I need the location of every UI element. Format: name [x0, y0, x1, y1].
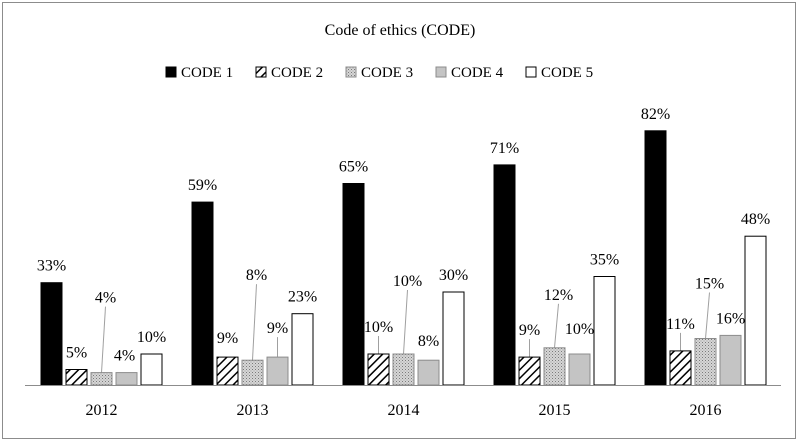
data-label-code-5-2016: 48% — [741, 211, 770, 228]
bar-code-5-2014 — [442, 291, 465, 386]
bar-code-2-2014 — [367, 353, 390, 386]
data-label-code-2-2012: 5% — [66, 345, 87, 362]
bar-code-1-2014 — [342, 183, 365, 386]
data-label-code-1-2013: 59% — [188, 177, 217, 194]
bars — [40, 130, 767, 386]
bar-code-3-2015 — [543, 347, 566, 386]
data-label-code-1-2016: 82% — [641, 106, 670, 123]
data-label-code-2-2016: 11% — [666, 316, 695, 333]
data-label-code-5-2015: 35% — [590, 252, 619, 269]
legend-label-code-5: CODE 5 — [541, 65, 593, 81]
legend-swatch-code-5 — [525, 66, 537, 78]
bar-code-1-2015 — [493, 164, 516, 386]
chart-title: Code of ethics (CODE) — [325, 22, 476, 39]
leader-line-code-3-2014 — [403, 289, 408, 355]
legend-label-code-2: CODE 2 — [271, 65, 323, 81]
bar-chart: Code of ethics (CODE) CODE 1 CODE 2 CODE 3… — [25, 22, 781, 419]
data-label-code-4-2013: 9% — [267, 320, 288, 337]
leader-line-code-3-2016 — [705, 292, 710, 339]
chart-frame: Code of ethics (CODE) CODE 1 CODE 2 CODE 3… — [2, 2, 796, 439]
bar-code-2-2015 — [518, 356, 541, 386]
leader-lines — [101, 284, 710, 373]
bar-code-5-2015 — [593, 276, 616, 386]
legend-label-code-4: CODE 4 — [451, 65, 504, 81]
x-axis-tick-labels: 2012 2013 2014 2015 2016 — [86, 402, 722, 419]
data-label-code-5-2012: 10% — [137, 329, 166, 346]
bar-code-1-2012 — [40, 282, 63, 386]
data-label-code-4-2016: 16% — [716, 310, 745, 327]
leader-line-code-3-2013 — [252, 284, 257, 361]
data-label-code-4-2014: 8% — [418, 333, 439, 350]
legend-swatch-code-4 — [435, 66, 447, 78]
legend-label-code-3: CODE 3 — [361, 65, 413, 81]
bar-code-3-2012 — [90, 372, 113, 386]
bar-code-2-2016 — [669, 350, 692, 386]
x-tick-2014: 2014 — [388, 402, 420, 419]
data-label-code-3-2014: 10% — [393, 273, 422, 290]
legend-swatch-code-3 — [345, 66, 357, 78]
data-label-code-2-2013: 9% — [217, 330, 238, 347]
data-label-code-3-2015: 12% — [544, 287, 573, 304]
data-labels: 33%5%4%4%10%59%9%8%9%23%65%10%10%8%30%71… — [37, 106, 770, 365]
x-tick-2015: 2015 — [539, 402, 571, 419]
bar-code-5-2016 — [744, 235, 767, 386]
bar-code-2-2012 — [65, 369, 88, 386]
bar-code-3-2016 — [694, 338, 717, 386]
x-tick-2013: 2013 — [237, 402, 269, 419]
data-label-code-5-2014: 30% — [439, 267, 468, 284]
bar-code-2-2013 — [216, 356, 239, 386]
data-label-code-3-2016: 15% — [695, 276, 724, 293]
data-label-code-3-2013: 8% — [246, 267, 267, 284]
bar-code-4-2015 — [568, 353, 591, 386]
data-label-code-2-2015: 9% — [519, 322, 540, 339]
x-tick-2016: 2016 — [690, 402, 722, 419]
data-label-code-5-2013: 23% — [288, 289, 317, 306]
legend-swatch-code-2 — [255, 66, 267, 78]
bar-code-5-2013 — [291, 313, 314, 386]
legend-label-code-1: CODE 1 — [181, 65, 233, 81]
data-label-code-1-2014: 65% — [339, 159, 368, 176]
x-tick-2012: 2012 — [86, 402, 118, 419]
bar-code-3-2013 — [241, 359, 264, 386]
data-label-code-3-2012: 4% — [95, 290, 116, 307]
bar-code-4-2016 — [719, 334, 742, 386]
leader-line-code-3-2012 — [101, 306, 106, 373]
leader-line-code-3-2015 — [554, 303, 559, 348]
bar-code-1-2016 — [644, 130, 667, 386]
data-label-code-2-2014: 10% — [364, 319, 393, 336]
data-label-code-1-2012: 33% — [37, 258, 66, 275]
data-label-code-1-2015: 71% — [490, 140, 519, 157]
bar-code-1-2013 — [191, 201, 214, 386]
bar-code-4-2014 — [417, 359, 440, 386]
bar-code-4-2013 — [266, 356, 289, 386]
bar-code-4-2012 — [115, 372, 138, 386]
bar-code-5-2012 — [140, 353, 163, 386]
legend: CODE 1 CODE 2 CODE 3 CODE 4 CODE 5 — [165, 65, 593, 81]
data-label-code-4-2012: 4% — [114, 348, 135, 365]
bar-code-3-2014 — [392, 353, 415, 386]
legend-swatch-code-1 — [165, 66, 177, 78]
data-label-code-4-2015: 10% — [565, 321, 594, 338]
